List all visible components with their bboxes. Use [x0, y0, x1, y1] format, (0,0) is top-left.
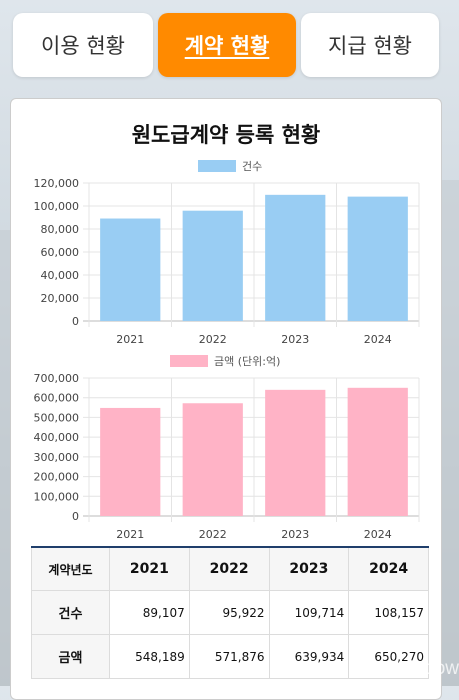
- y-tick-label: 600,000: [34, 392, 80, 405]
- bar: [265, 389, 326, 516]
- bar: [182, 403, 243, 516]
- table-row: 건수 89,107 95,922 109,714 108,157: [31, 590, 429, 635]
- y-tick-label: 300,000: [34, 451, 80, 464]
- y-tick-label: 500,000: [34, 411, 80, 424]
- bar: [347, 196, 408, 321]
- x-tick-label: 2024: [364, 528, 392, 541]
- y-tick-label: 100,000: [34, 490, 80, 503]
- table-year-header: 2024: [348, 546, 429, 591]
- table-row-label: 건수: [31, 590, 110, 635]
- table-row-label: 금액: [31, 634, 110, 679]
- table-year-header: 2023: [268, 546, 350, 591]
- bar: [265, 194, 326, 321]
- legend-label: 금액 (단위:억): [214, 355, 280, 368]
- x-tick-label: 2023: [281, 528, 309, 541]
- contract-status-panel: 원도급계약 등록 현황 건수 0 20,000 40,000 60,000 80,000 1…: [10, 98, 442, 700]
- y-tick-label: 40,000: [41, 269, 80, 282]
- tab-contract-status[interactable]: 계약 현황: [158, 13, 296, 77]
- y-tick-label: 80,000: [41, 223, 80, 236]
- table-cell: 95,922: [188, 590, 270, 635]
- table-cell: 639,934: [268, 634, 350, 679]
- contract-count-chart: 건수 0 20,000 40,000 60,000 80,000 100,000 120,00…: [34, 160, 420, 346]
- bar: [182, 210, 243, 321]
- table-year-header: 2021: [109, 546, 190, 591]
- table-cell: 548,189: [109, 634, 190, 679]
- summary-table: 계약년도 2021 2022 2023 2024 건수 89,107 95,92…: [31, 546, 429, 679]
- table-cell: 650,270: [348, 634, 429, 679]
- x-tick-label: 2021: [116, 528, 144, 541]
- y-tick-label: 0: [72, 315, 79, 328]
- x-tick-label: 2021: [116, 333, 144, 346]
- y-tick-label: 700,000: [34, 372, 80, 385]
- page-title: 원도급계약 등록 현황: [131, 123, 321, 147]
- x-tick-label: 2022: [199, 333, 227, 346]
- tab-usage-status[interactable]: 이용 현황: [13, 13, 153, 77]
- y-tick-label: 400,000: [34, 431, 80, 444]
- y-tick-label: 100,000: [34, 200, 80, 213]
- table-row: 금액 548,189 571,876 639,934 650,270: [31, 634, 429, 679]
- legend-label: 건수: [242, 160, 262, 173]
- x-tick-label: 2022: [199, 528, 227, 541]
- y-tick-label: 200,000: [34, 471, 80, 484]
- table-cell: 109,714: [268, 590, 350, 635]
- x-tick-label: 2023: [281, 333, 309, 346]
- legend-swatch: [170, 355, 208, 367]
- y-tick-label: 120,000: [34, 177, 80, 190]
- table-cell: 571,876: [188, 634, 270, 679]
- windows-watermark: Window: [391, 658, 459, 679]
- x-tick-label: 2024: [364, 333, 392, 346]
- table-corner-header: 계약년도: [31, 546, 110, 591]
- table-cell: 108,157: [348, 590, 429, 635]
- bar: [100, 407, 161, 516]
- tab-bar: 이용 현황 계약 현황 지급 현황: [13, 13, 439, 77]
- table-header-row: 계약년도 2021 2022 2023 2024: [31, 546, 429, 591]
- legend-swatch: [198, 160, 236, 172]
- y-tick-label: 0: [72, 510, 79, 523]
- y-tick-label: 20,000: [41, 292, 80, 305]
- contract-amount-chart: 금액 (단위:억) 0 100,000 200,000 300,000 400,000 50…: [34, 355, 420, 541]
- table-cell: 89,107: [109, 590, 190, 635]
- bar: [347, 387, 408, 516]
- y-tick-label: 60,000: [41, 246, 80, 259]
- bar: [100, 218, 161, 321]
- table-year-header: 2022: [188, 546, 270, 591]
- tab-payment-status[interactable]: 지급 현황: [301, 13, 439, 77]
